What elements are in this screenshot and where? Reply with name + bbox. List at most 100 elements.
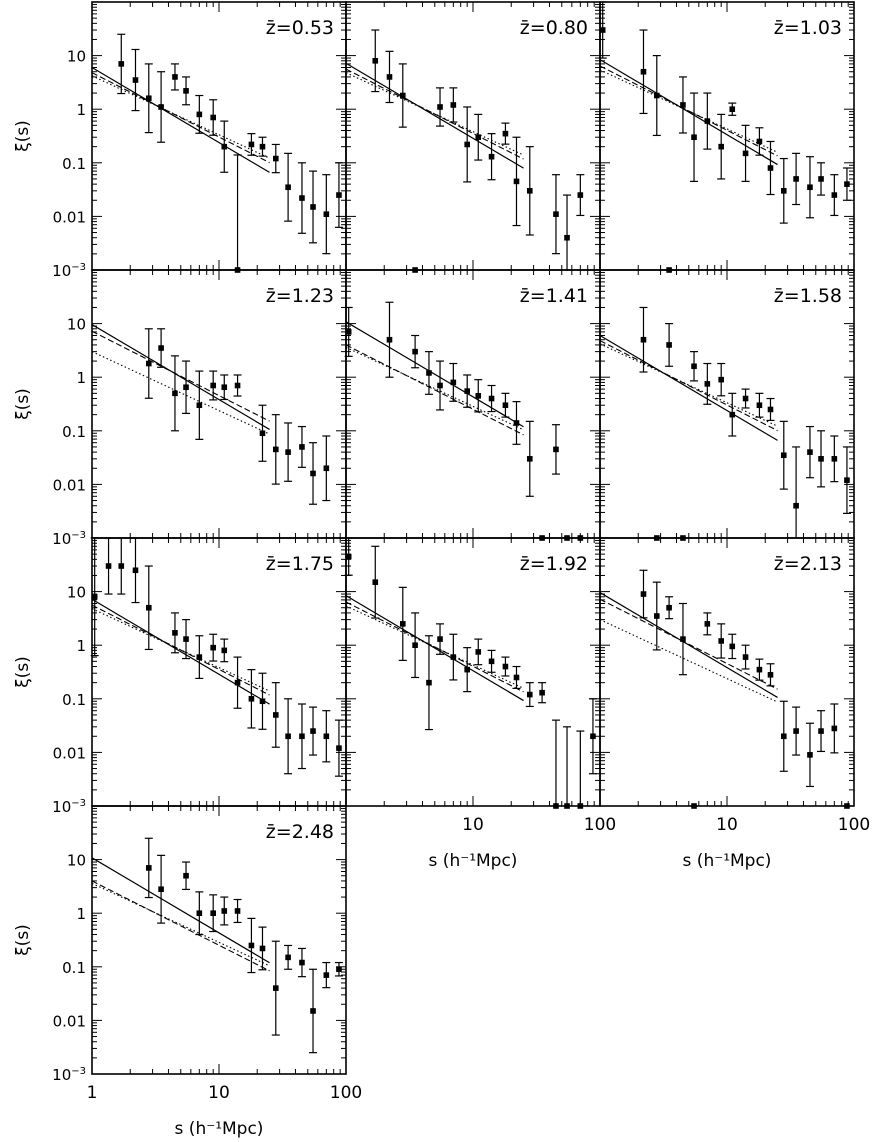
fit-line — [599, 334, 778, 441]
data-point — [691, 363, 697, 370]
fit-line — [91, 66, 270, 173]
data-point — [780, 733, 787, 740]
data-point — [729, 106, 736, 112]
fit-line — [599, 343, 778, 427]
data-point — [172, 390, 178, 397]
panel-label: z̄=1.58 — [774, 285, 842, 307]
panel-frame — [345, 269, 601, 539]
y-tick-label: 10−3 — [52, 530, 86, 548]
data-point — [386, 74, 393, 80]
panel-frame — [91, 537, 347, 807]
data-point — [464, 388, 470, 394]
data-point — [704, 118, 711, 124]
data-point — [780, 188, 787, 194]
data-point — [680, 102, 686, 108]
y-tick-label: 0.1 — [62, 691, 86, 709]
fit-line — [345, 601, 524, 693]
x-axis-label: s (h⁻¹Mpc) — [683, 851, 772, 871]
data-point — [234, 908, 241, 914]
data-point — [234, 382, 241, 389]
data-point — [426, 679, 432, 686]
data-point — [399, 621, 406, 627]
data-point — [704, 381, 711, 387]
data-point — [372, 57, 379, 64]
data-point — [310, 470, 316, 477]
y-tick-label: 1 — [76, 369, 86, 387]
data-point — [172, 630, 178, 636]
data-point — [488, 153, 495, 160]
panel-frame — [599, 269, 855, 539]
data-point — [299, 733, 305, 740]
data-point — [210, 644, 216, 651]
y-tick-label: 1 — [76, 637, 86, 655]
data-point — [248, 942, 255, 949]
fit-line — [599, 59, 778, 166]
data-point — [196, 654, 203, 660]
data-point — [210, 382, 216, 389]
data-point — [210, 910, 216, 916]
y-tick-label: 0.1 — [62, 423, 86, 441]
data-point — [718, 143, 724, 150]
y-tick-label: 10 — [67, 48, 86, 66]
fit-line — [345, 321, 524, 428]
data-point — [336, 192, 342, 198]
data-point — [248, 141, 255, 148]
data-point — [145, 95, 152, 102]
data-point — [539, 689, 545, 696]
data-point — [742, 395, 749, 402]
data-point — [553, 446, 559, 453]
panel-label: z̄=0.53 — [266, 17, 334, 39]
data-point — [259, 430, 266, 437]
y-tick-label: 10 — [67, 316, 86, 334]
y-tick-label: 1 — [76, 101, 86, 119]
fit-line — [345, 346, 524, 431]
data-point — [323, 465, 330, 472]
data-point — [399, 92, 406, 99]
x-axis-label: s (h⁻¹Mpc) — [429, 851, 518, 871]
data-point — [793, 502, 799, 509]
fit-line — [599, 340, 778, 432]
data-point — [345, 553, 352, 560]
data-point — [183, 636, 189, 642]
data-point — [234, 679, 241, 686]
fit-line — [91, 880, 270, 972]
data-point — [793, 176, 799, 182]
data-point — [323, 211, 330, 217]
data-point — [756, 666, 763, 673]
data-point — [145, 360, 152, 367]
data-point — [412, 642, 418, 648]
data-point — [831, 456, 838, 462]
data-point — [718, 376, 724, 383]
panel-3: z̄=1.03 — [598, 1, 855, 273]
data-point — [145, 604, 152, 611]
data-point — [336, 745, 342, 751]
panel-frame — [345, 1, 601, 271]
data-point — [118, 563, 125, 569]
x-tick-label: 100 — [330, 1083, 362, 1103]
data-point — [526, 188, 533, 194]
data-point — [577, 192, 584, 198]
data-point — [640, 336, 647, 343]
data-point — [599, 27, 606, 33]
data-point — [590, 733, 596, 740]
x-tick-label: 1 — [87, 1083, 98, 1103]
data-point — [526, 456, 533, 462]
panel-label: z̄=1.03 — [774, 17, 842, 39]
y-axis-label: ξ(s) — [13, 120, 33, 152]
data-point — [818, 728, 824, 734]
panel-6: z̄=1.58 — [599, 269, 855, 541]
panel-8: z̄=1.92 10 100 s (h⁻¹Mpc) — [344, 537, 616, 871]
panel-2: z̄=0.80 — [345, 1, 601, 273]
data-point — [221, 908, 228, 914]
fit-line — [599, 592, 778, 698]
data-point — [742, 654, 749, 660]
panel-label: z̄=1.23 — [266, 285, 334, 307]
data-point — [118, 61, 125, 67]
data-point — [272, 985, 279, 991]
data-point — [105, 563, 112, 569]
data-point — [807, 184, 813, 191]
data-point — [450, 379, 457, 386]
data-point — [221, 143, 228, 150]
fit-line — [599, 598, 778, 690]
